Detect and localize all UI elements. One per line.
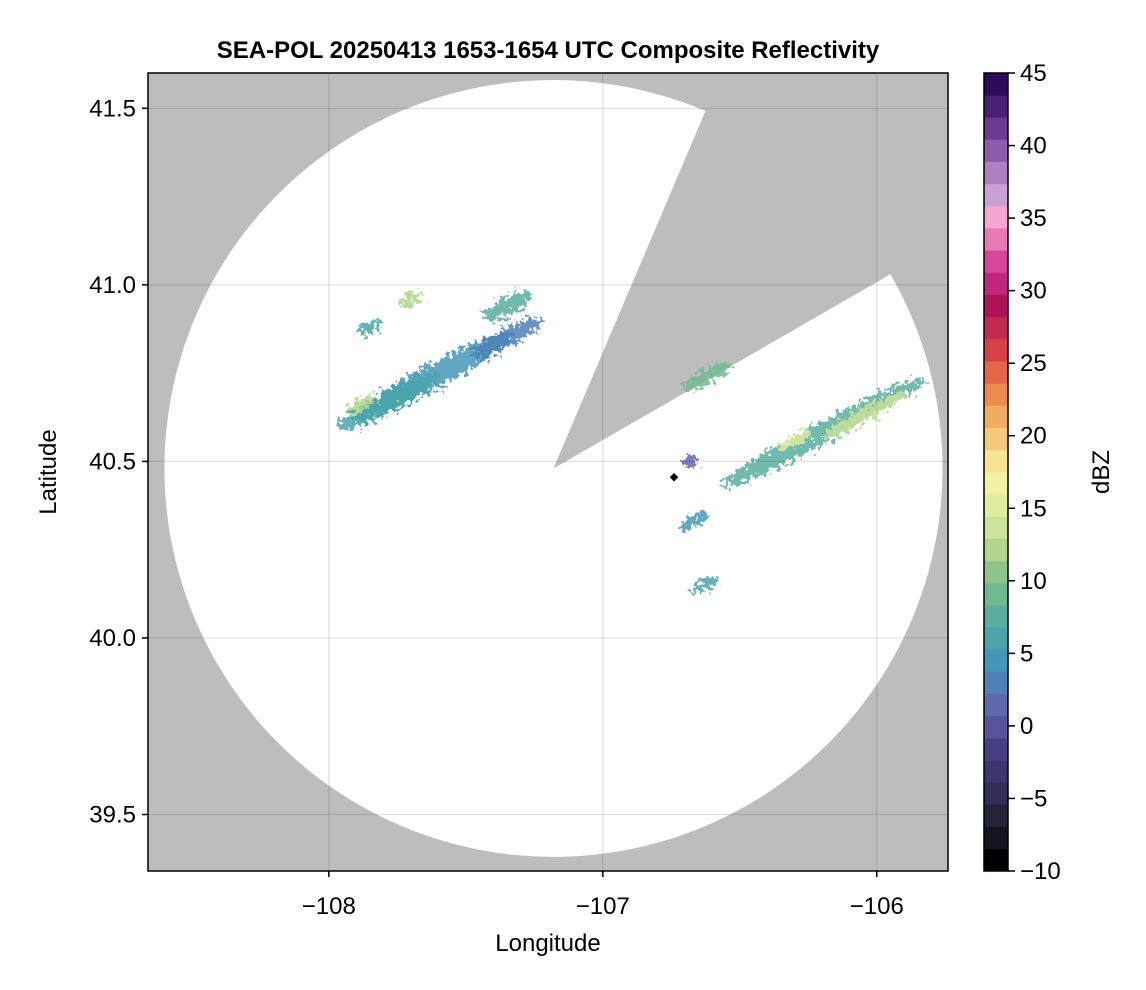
colorbar-segment [984, 671, 1008, 694]
colorbar-tick-label: 20 [1020, 423, 1047, 450]
colorbar-segment [984, 183, 1008, 207]
reflectivity-echo [482, 291, 532, 322]
colorbar-segment [984, 449, 1008, 473]
plot-frame [147, 72, 949, 872]
colorbar-segment [984, 427, 1008, 451]
colorbar-segment [984, 493, 1008, 517]
reflectivity-echo [682, 362, 732, 391]
colorbar-segment [984, 804, 1008, 827]
y-axis-label: Latitude [35, 429, 62, 514]
colorbar-segment [984, 117, 1008, 140]
reflectivity-echo [678, 512, 708, 531]
y-tick-label: 40.0 [89, 625, 136, 652]
reflectivity-echo [689, 575, 719, 595]
reflectivity-echo [777, 430, 812, 451]
colorbar-frame [983, 72, 1009, 872]
colorbar-segment [984, 582, 1008, 606]
reflectivity-echo [470, 317, 544, 359]
x-tick-label: −107 [576, 893, 630, 920]
colorbar-segment [984, 94, 1008, 118]
reflectivity-echo [398, 291, 424, 307]
colorbar-segment [984, 227, 1008, 251]
colorbar-axis: −10 −5 0 5 10 15 20 25 30 35 40 45 [1008, 60, 1061, 885]
radar-coverage-area [164, 80, 943, 857]
colorbar-segment [984, 538, 1008, 561]
colorbar-tick-label: 0 [1020, 713, 1033, 740]
colorbar-tick-label: −5 [1020, 785, 1047, 812]
x-tick-label: −106 [850, 893, 904, 920]
colorbar-segment [984, 383, 1008, 406]
colorbar-segment [984, 715, 1008, 739]
colorbar-tick-label: 35 [1020, 205, 1047, 232]
colorbar-segment [984, 848, 1008, 872]
colorbar-segment [984, 693, 1008, 717]
colorbar-segment [984, 405, 1008, 428]
colorbar-segment [984, 161, 1008, 185]
y-tick-label: 41.5 [89, 95, 136, 122]
colorbar-tick-label: 25 [1020, 350, 1047, 377]
colorbar-segment [984, 759, 1008, 783]
colorbar-tick-label: 15 [1020, 495, 1047, 522]
colorbar-segment [984, 139, 1008, 162]
x-axis-label: Longitude [495, 930, 600, 957]
y-tick-label: 39.5 [89, 802, 136, 829]
colorbar-segment [984, 205, 1008, 229]
reflectivity-echo [682, 455, 699, 468]
chart-title: SEA-POL 20250413 1653-1654 UTC Composite… [217, 37, 880, 64]
colorbar-tick-label: 5 [1020, 640, 1033, 667]
colorbar-segment [984, 737, 1008, 761]
colorbar [984, 72, 1008, 872]
colorbar-segment [984, 826, 1008, 850]
colorbar-tick-label: 10 [1020, 568, 1047, 595]
colorbar-segment [984, 560, 1008, 584]
colorbar-segment [984, 471, 1008, 495]
grid-lines [148, 73, 948, 871]
y-tick-label: 41.0 [89, 272, 136, 299]
reflectivity-echoes [338, 291, 925, 595]
reflectivity-echo [357, 319, 383, 336]
colorbar-segment [984, 782, 1008, 805]
colorbar-segment [984, 516, 1008, 539]
reflectivity-echo [346, 395, 377, 415]
colorbar-segment [984, 649, 1008, 672]
colorbar-segment [984, 250, 1008, 273]
x-tick-label: −108 [302, 893, 356, 920]
y-axis: 39.5 40.0 40.5 41.0 41.5 [89, 95, 148, 829]
colorbar-tick-label: 45 [1020, 60, 1047, 87]
colorbar-tick-label: −10 [1020, 858, 1061, 885]
y-tick-label: 40.5 [89, 448, 136, 475]
radar-site-marker [669, 473, 679, 482]
colorbar-label: dBZ [1088, 450, 1115, 494]
colorbar-segment [984, 316, 1008, 340]
colorbar-segment [984, 360, 1008, 384]
reflectivity-echo [338, 372, 441, 430]
colorbar-segment [984, 338, 1008, 362]
x-axis: −108 −107 −106 [302, 871, 904, 920]
colorbar-segment [984, 626, 1008, 650]
colorbar-tick-label: 40 [1020, 133, 1047, 160]
reflectivity-echo [820, 392, 906, 439]
plot-area [148, 73, 948, 871]
colorbar-segment [984, 272, 1008, 295]
colorbar-segment [984, 294, 1008, 318]
colorbar-tick-label: 30 [1020, 278, 1047, 305]
colorbar-segment [984, 604, 1008, 628]
colorbar-segment [984, 72, 1008, 96]
